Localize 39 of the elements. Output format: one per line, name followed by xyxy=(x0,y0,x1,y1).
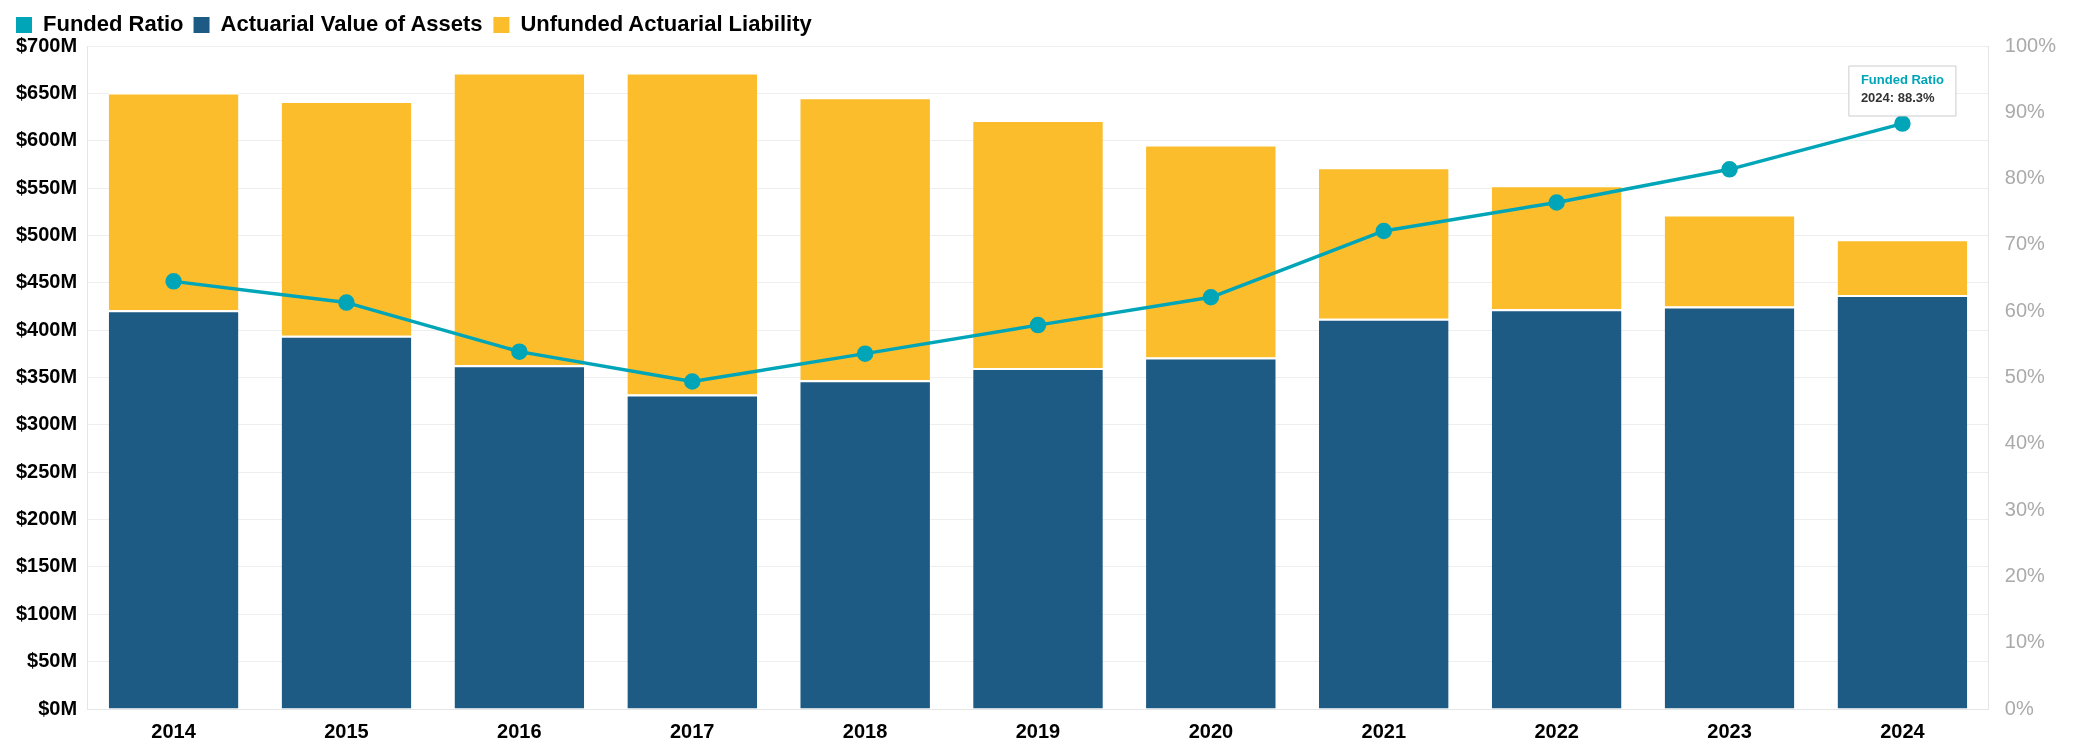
x-tick-label: 2019 xyxy=(1015,719,1061,742)
y-tick-label: $100M xyxy=(16,601,78,624)
y2-tick-label: 10% xyxy=(2004,630,2046,653)
x-tick-label: 2020 xyxy=(1188,719,1234,742)
x-tick-label: 2023 xyxy=(1707,719,1752,742)
y-tick-label: $250M xyxy=(16,459,78,482)
y-tick-label: $450M xyxy=(16,270,78,293)
y-tick-label: $150M xyxy=(16,554,78,577)
legend-label: Unfunded Actuarial Liability xyxy=(520,11,813,37)
legend-label: Actuarial Value of Assets xyxy=(220,11,483,37)
x-tick-label: 2021 xyxy=(1361,719,1407,742)
y2-tick-label: 90% xyxy=(2004,99,2046,122)
y-tick-label: $550M xyxy=(16,175,78,198)
y2-tick-label: 30% xyxy=(2004,497,2046,520)
y-tick-label: $350M xyxy=(16,365,78,388)
y2-tick-label: 70% xyxy=(2004,232,2046,255)
y2-tick-label: 100% xyxy=(2004,33,2057,56)
y-tick-label: $600M xyxy=(16,128,78,151)
x-tick-label: 2015 xyxy=(324,719,369,742)
x-tick-label: 2017 xyxy=(669,719,715,742)
y-tick-label: $200M xyxy=(16,507,78,530)
x-tick-label: 2018 xyxy=(842,719,888,742)
y2-tick-label: 50% xyxy=(2004,365,2046,388)
y2-tick-label: 80% xyxy=(2004,166,2046,189)
y2-tick-label: 20% xyxy=(2004,563,2046,586)
y2-tick-label: 40% xyxy=(2004,431,2046,454)
y-tick-label: $300M xyxy=(16,412,78,435)
y-tick-label: $400M xyxy=(16,317,78,340)
y-tick-label: $650M xyxy=(16,80,78,103)
y-tick-label: $500M xyxy=(16,222,78,245)
x-tick-label: 2022 xyxy=(1534,719,1579,742)
y-tick-label: $0M xyxy=(38,696,78,719)
x-tick-label: 2016 xyxy=(497,719,542,742)
y2-tick-label: 60% xyxy=(2004,298,2046,321)
x-tick-label: 2024 xyxy=(1880,719,1926,742)
y2-tick-label: 0% xyxy=(2004,696,2034,719)
annotation: Funded Ratio 2024: 88.3% xyxy=(1860,72,1944,106)
y-tick-label: $50M xyxy=(27,649,78,672)
x-tick-label: 2014 xyxy=(151,719,197,742)
